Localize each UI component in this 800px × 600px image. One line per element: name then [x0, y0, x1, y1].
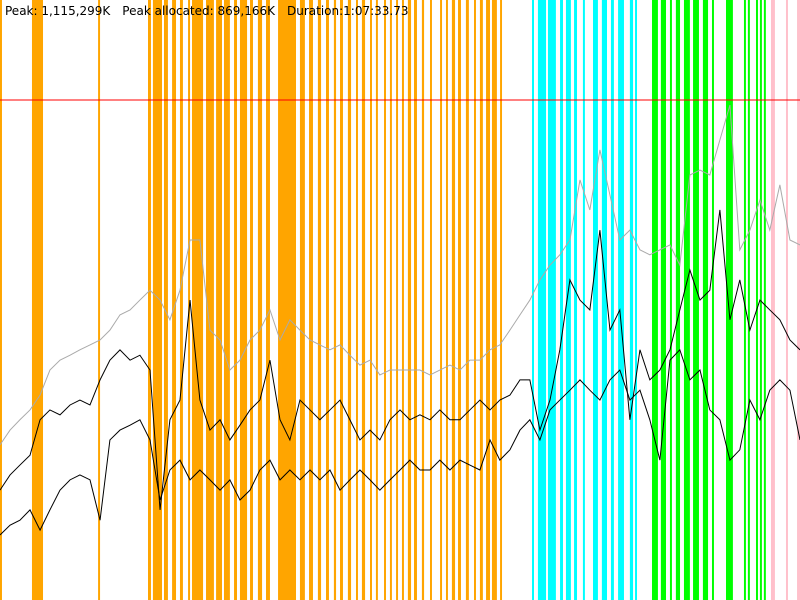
event-band [565, 0, 571, 600]
event-band [0, 0, 2, 600]
peak-label: Peak: 1,115,299K [5, 4, 111, 18]
event-band [421, 0, 425, 600]
memory-line [0, 104, 800, 446]
event-band [500, 0, 503, 600]
event-band [370, 0, 372, 600]
event-band [325, 0, 329, 600]
event-band [582, 0, 585, 600]
event-band [223, 0, 230, 600]
event-band [702, 0, 709, 600]
event-band [479, 0, 483, 600]
event-band [152, 0, 163, 600]
event-band [278, 0, 297, 600]
event-band [675, 0, 681, 600]
event-band [770, 0, 775, 600]
event-band [743, 0, 746, 600]
event-band [711, 0, 714, 600]
event-band [474, 0, 476, 600]
event-band [361, 0, 366, 600]
event-band [250, 0, 253, 600]
event-band [763, 0, 766, 600]
event-band [629, 0, 634, 600]
event-band [389, 0, 392, 600]
event-band [574, 0, 578, 600]
event-band [163, 0, 168, 600]
event-band [266, 0, 270, 600]
event-band [299, 0, 305, 600]
event-band [693, 0, 699, 600]
event-band [601, 0, 608, 600]
event-band [491, 0, 497, 600]
event-band [148, 0, 151, 600]
event-band [635, 0, 638, 600]
event-band [188, 0, 191, 600]
event-band [532, 0, 534, 600]
event-band [234, 0, 238, 600]
event-band [785, 0, 788, 600]
event-band [537, 0, 547, 600]
event-band [797, 0, 800, 600]
event-band [317, 0, 322, 600]
event-band [548, 0, 556, 600]
peak-allocated-label: Peak allocated: 869,166K [122, 4, 275, 18]
event-band [759, 0, 762, 600]
event-band [375, 0, 378, 600]
event-band [257, 0, 263, 600]
event-band [440, 0, 443, 600]
event-band [660, 0, 667, 600]
event-band [192, 0, 204, 600]
event-band [216, 0, 223, 600]
event-band [239, 0, 248, 600]
event-band [592, 0, 598, 600]
event-band [384, 0, 386, 600]
event-band [401, 0, 404, 600]
event-band [610, 0, 614, 600]
event-band [451, 0, 456, 600]
event-band [725, 0, 733, 600]
duration-label: Duration:1:07:33.73 [286, 4, 409, 18]
event-band [683, 0, 690, 600]
event-band [347, 0, 352, 600]
event-band [355, 0, 358, 600]
event-band [396, 0, 399, 600]
event-band [31, 0, 44, 600]
event-band [172, 0, 177, 600]
header: Peak: 1,115,299K Peak allocated: 869,166… [5, 4, 409, 18]
event-band [414, 0, 417, 600]
event-band [340, 0, 343, 600]
event-band [333, 0, 337, 600]
event-band [618, 0, 624, 600]
memory-line [0, 348, 800, 536]
event-band [747, 0, 750, 600]
event-band [98, 0, 101, 600]
event-band [179, 0, 183, 600]
memory-line [0, 209, 800, 510]
event-band [458, 0, 461, 600]
event-band [206, 0, 214, 600]
event-band [309, 0, 313, 600]
event-band [407, 0, 412, 600]
event-band [465, 0, 469, 600]
event-band [429, 0, 432, 600]
event-band [755, 0, 758, 600]
event-band [445, 0, 448, 600]
event-band [669, 0, 672, 600]
event-band [560, 0, 563, 600]
event-band [651, 0, 658, 600]
event-band [486, 0, 490, 600]
